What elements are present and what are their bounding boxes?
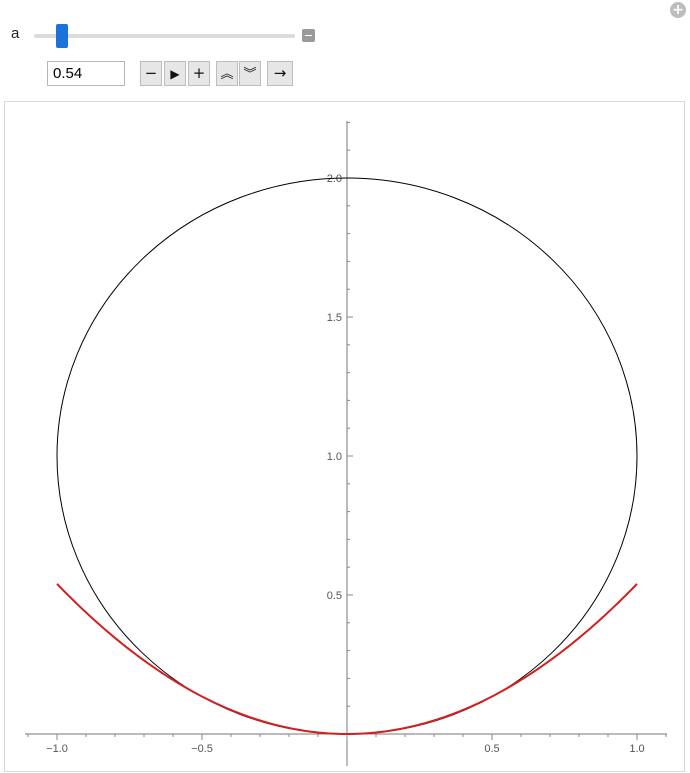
faster-button[interactable]: ︽ bbox=[216, 61, 238, 86]
double-chevron-up-icon: ︽ bbox=[220, 67, 234, 82]
y-tick-label: 0.5 bbox=[327, 590, 342, 602]
y-tick-label: 1.0 bbox=[327, 451, 342, 463]
double-chevron-down-icon: ︾ bbox=[243, 67, 257, 82]
slider-variable-label: a bbox=[11, 25, 20, 42]
x-tick-label: −1.0 bbox=[46, 743, 68, 755]
plot-area bbox=[4, 101, 685, 772]
increment-button[interactable]: + bbox=[188, 61, 210, 86]
collapse-controls-button[interactable] bbox=[302, 29, 315, 42]
arrow-right-icon: → bbox=[273, 64, 287, 82]
x-tick-label: 1.0 bbox=[629, 743, 644, 755]
x-tick-label: 0.5 bbox=[484, 743, 499, 755]
add-icon[interactable]: + bbox=[670, 2, 686, 18]
x-tick-label: −0.5 bbox=[191, 743, 213, 755]
slower-button[interactable]: ︾ bbox=[239, 61, 261, 86]
y-tick-label: 1.5 bbox=[327, 312, 342, 324]
decrement-button[interactable]: − bbox=[140, 61, 162, 86]
play-icon: ▶ bbox=[170, 67, 180, 81]
play-button[interactable]: ▶ bbox=[164, 61, 186, 86]
direction-button[interactable]: → bbox=[267, 61, 293, 86]
parameter-slider[interactable] bbox=[34, 24, 295, 48]
y-tick-label: 2.0 bbox=[327, 173, 342, 185]
parabola-series bbox=[56, 583, 638, 736]
parameter-value-input[interactable]: 0.54 bbox=[47, 61, 125, 86]
slider-thumb[interactable] bbox=[56, 24, 69, 48]
